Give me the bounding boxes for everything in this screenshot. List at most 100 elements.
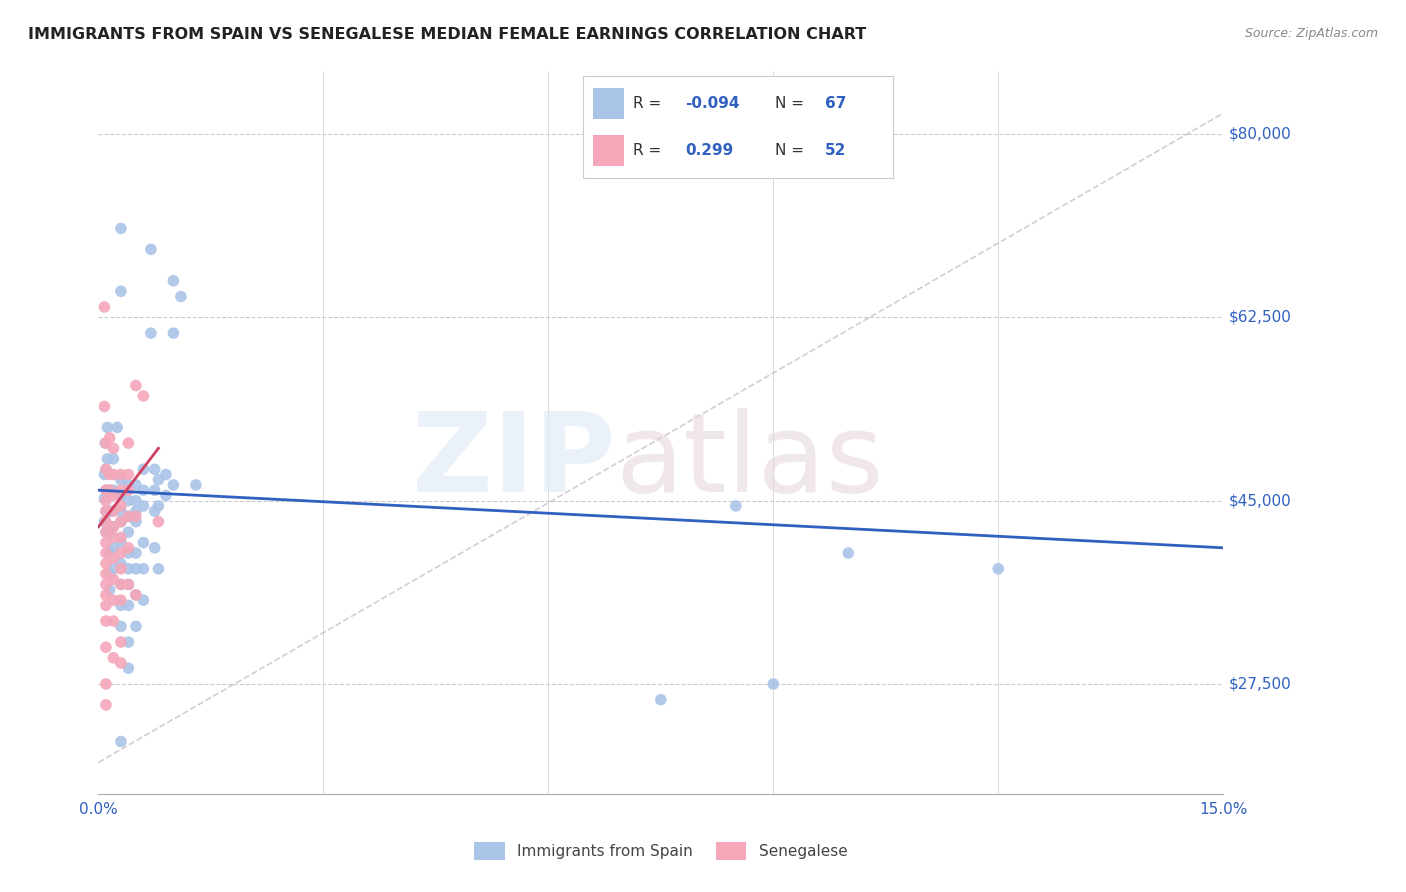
Text: ZIP: ZIP <box>412 408 616 515</box>
Point <box>110 504 132 518</box>
Point <box>724 499 747 513</box>
Point <box>110 656 132 670</box>
Point <box>94 436 117 450</box>
Point <box>987 562 1010 576</box>
Point <box>110 499 132 513</box>
Point <box>98 483 121 498</box>
Text: $62,500: $62,500 <box>1229 310 1292 325</box>
Point <box>125 619 148 633</box>
Point <box>110 734 132 748</box>
Point <box>125 562 148 576</box>
Point <box>117 483 139 498</box>
Point <box>184 478 207 492</box>
Point <box>110 562 132 576</box>
Text: 52: 52 <box>825 144 846 158</box>
Point <box>94 566 117 581</box>
Point <box>125 504 148 518</box>
Point <box>110 546 132 560</box>
Point <box>110 488 132 502</box>
Point <box>132 483 155 498</box>
Point <box>162 326 184 340</box>
Point <box>110 535 132 549</box>
Point <box>125 515 148 529</box>
Point <box>132 562 155 576</box>
Point <box>125 546 148 560</box>
Point <box>117 546 139 560</box>
Point <box>110 635 132 649</box>
Point <box>125 509 148 524</box>
Point <box>94 640 117 655</box>
Text: IMMIGRANTS FROM SPAIN VS SENEGALESE MEDIAN FEMALE EARNINGS CORRELATION CHART: IMMIGRANTS FROM SPAIN VS SENEGALESE MEDI… <box>28 27 866 42</box>
Point <box>110 473 132 487</box>
Point <box>110 599 132 613</box>
Point <box>94 535 117 549</box>
Text: -0.094: -0.094 <box>686 96 740 111</box>
Point <box>96 451 118 466</box>
Point <box>110 467 132 482</box>
Point <box>103 572 125 586</box>
Point <box>93 467 115 482</box>
Point <box>125 378 148 392</box>
Point <box>110 515 132 529</box>
Text: N =: N = <box>775 144 804 158</box>
Text: R =: R = <box>633 96 661 111</box>
Point <box>117 509 139 524</box>
Point <box>125 588 148 602</box>
Point <box>103 650 125 665</box>
Point <box>94 599 117 613</box>
Point <box>110 619 132 633</box>
Point <box>93 491 115 506</box>
Point <box>94 504 117 518</box>
Point <box>110 515 132 529</box>
Point <box>94 515 117 529</box>
Point <box>155 488 177 502</box>
Text: 0.299: 0.299 <box>686 144 734 158</box>
Text: $27,500: $27,500 <box>1229 676 1292 691</box>
Point <box>98 483 121 498</box>
Point <box>98 566 121 581</box>
Point <box>94 588 117 602</box>
Point <box>94 462 117 476</box>
Point <box>94 677 117 691</box>
Point <box>117 478 139 492</box>
Point <box>94 525 117 540</box>
Point <box>139 243 162 257</box>
Point <box>94 557 117 571</box>
Bar <box>593 88 624 119</box>
Text: $80,000: $80,000 <box>1229 127 1292 142</box>
Point <box>103 504 125 518</box>
Point <box>110 593 132 607</box>
Bar <box>593 136 624 166</box>
Point <box>762 677 785 691</box>
Point <box>98 504 121 518</box>
Point <box>117 525 139 540</box>
Point <box>105 420 128 434</box>
Point <box>98 525 121 540</box>
Point <box>155 467 177 482</box>
Point <box>117 577 139 591</box>
Legend: Immigrants from Spain, Senegalese: Immigrants from Spain, Senegalese <box>468 836 853 866</box>
Point <box>98 431 121 445</box>
Point <box>117 635 139 649</box>
Point <box>98 546 121 560</box>
Point <box>117 661 139 675</box>
Point <box>103 562 125 576</box>
Text: 67: 67 <box>825 96 846 111</box>
Point <box>110 577 132 591</box>
Point <box>94 462 117 476</box>
Point <box>148 473 170 487</box>
Point <box>117 577 139 591</box>
Point <box>117 436 139 450</box>
Point <box>98 582 121 597</box>
Point <box>93 515 115 529</box>
Point <box>110 530 132 544</box>
Point <box>103 467 125 482</box>
Point <box>143 462 166 476</box>
Point <box>132 593 155 607</box>
Point <box>94 577 117 591</box>
Point <box>148 562 170 576</box>
Point <box>117 467 139 482</box>
Point <box>103 451 125 466</box>
Point <box>94 546 117 560</box>
Text: $45,000: $45,000 <box>1229 493 1292 508</box>
